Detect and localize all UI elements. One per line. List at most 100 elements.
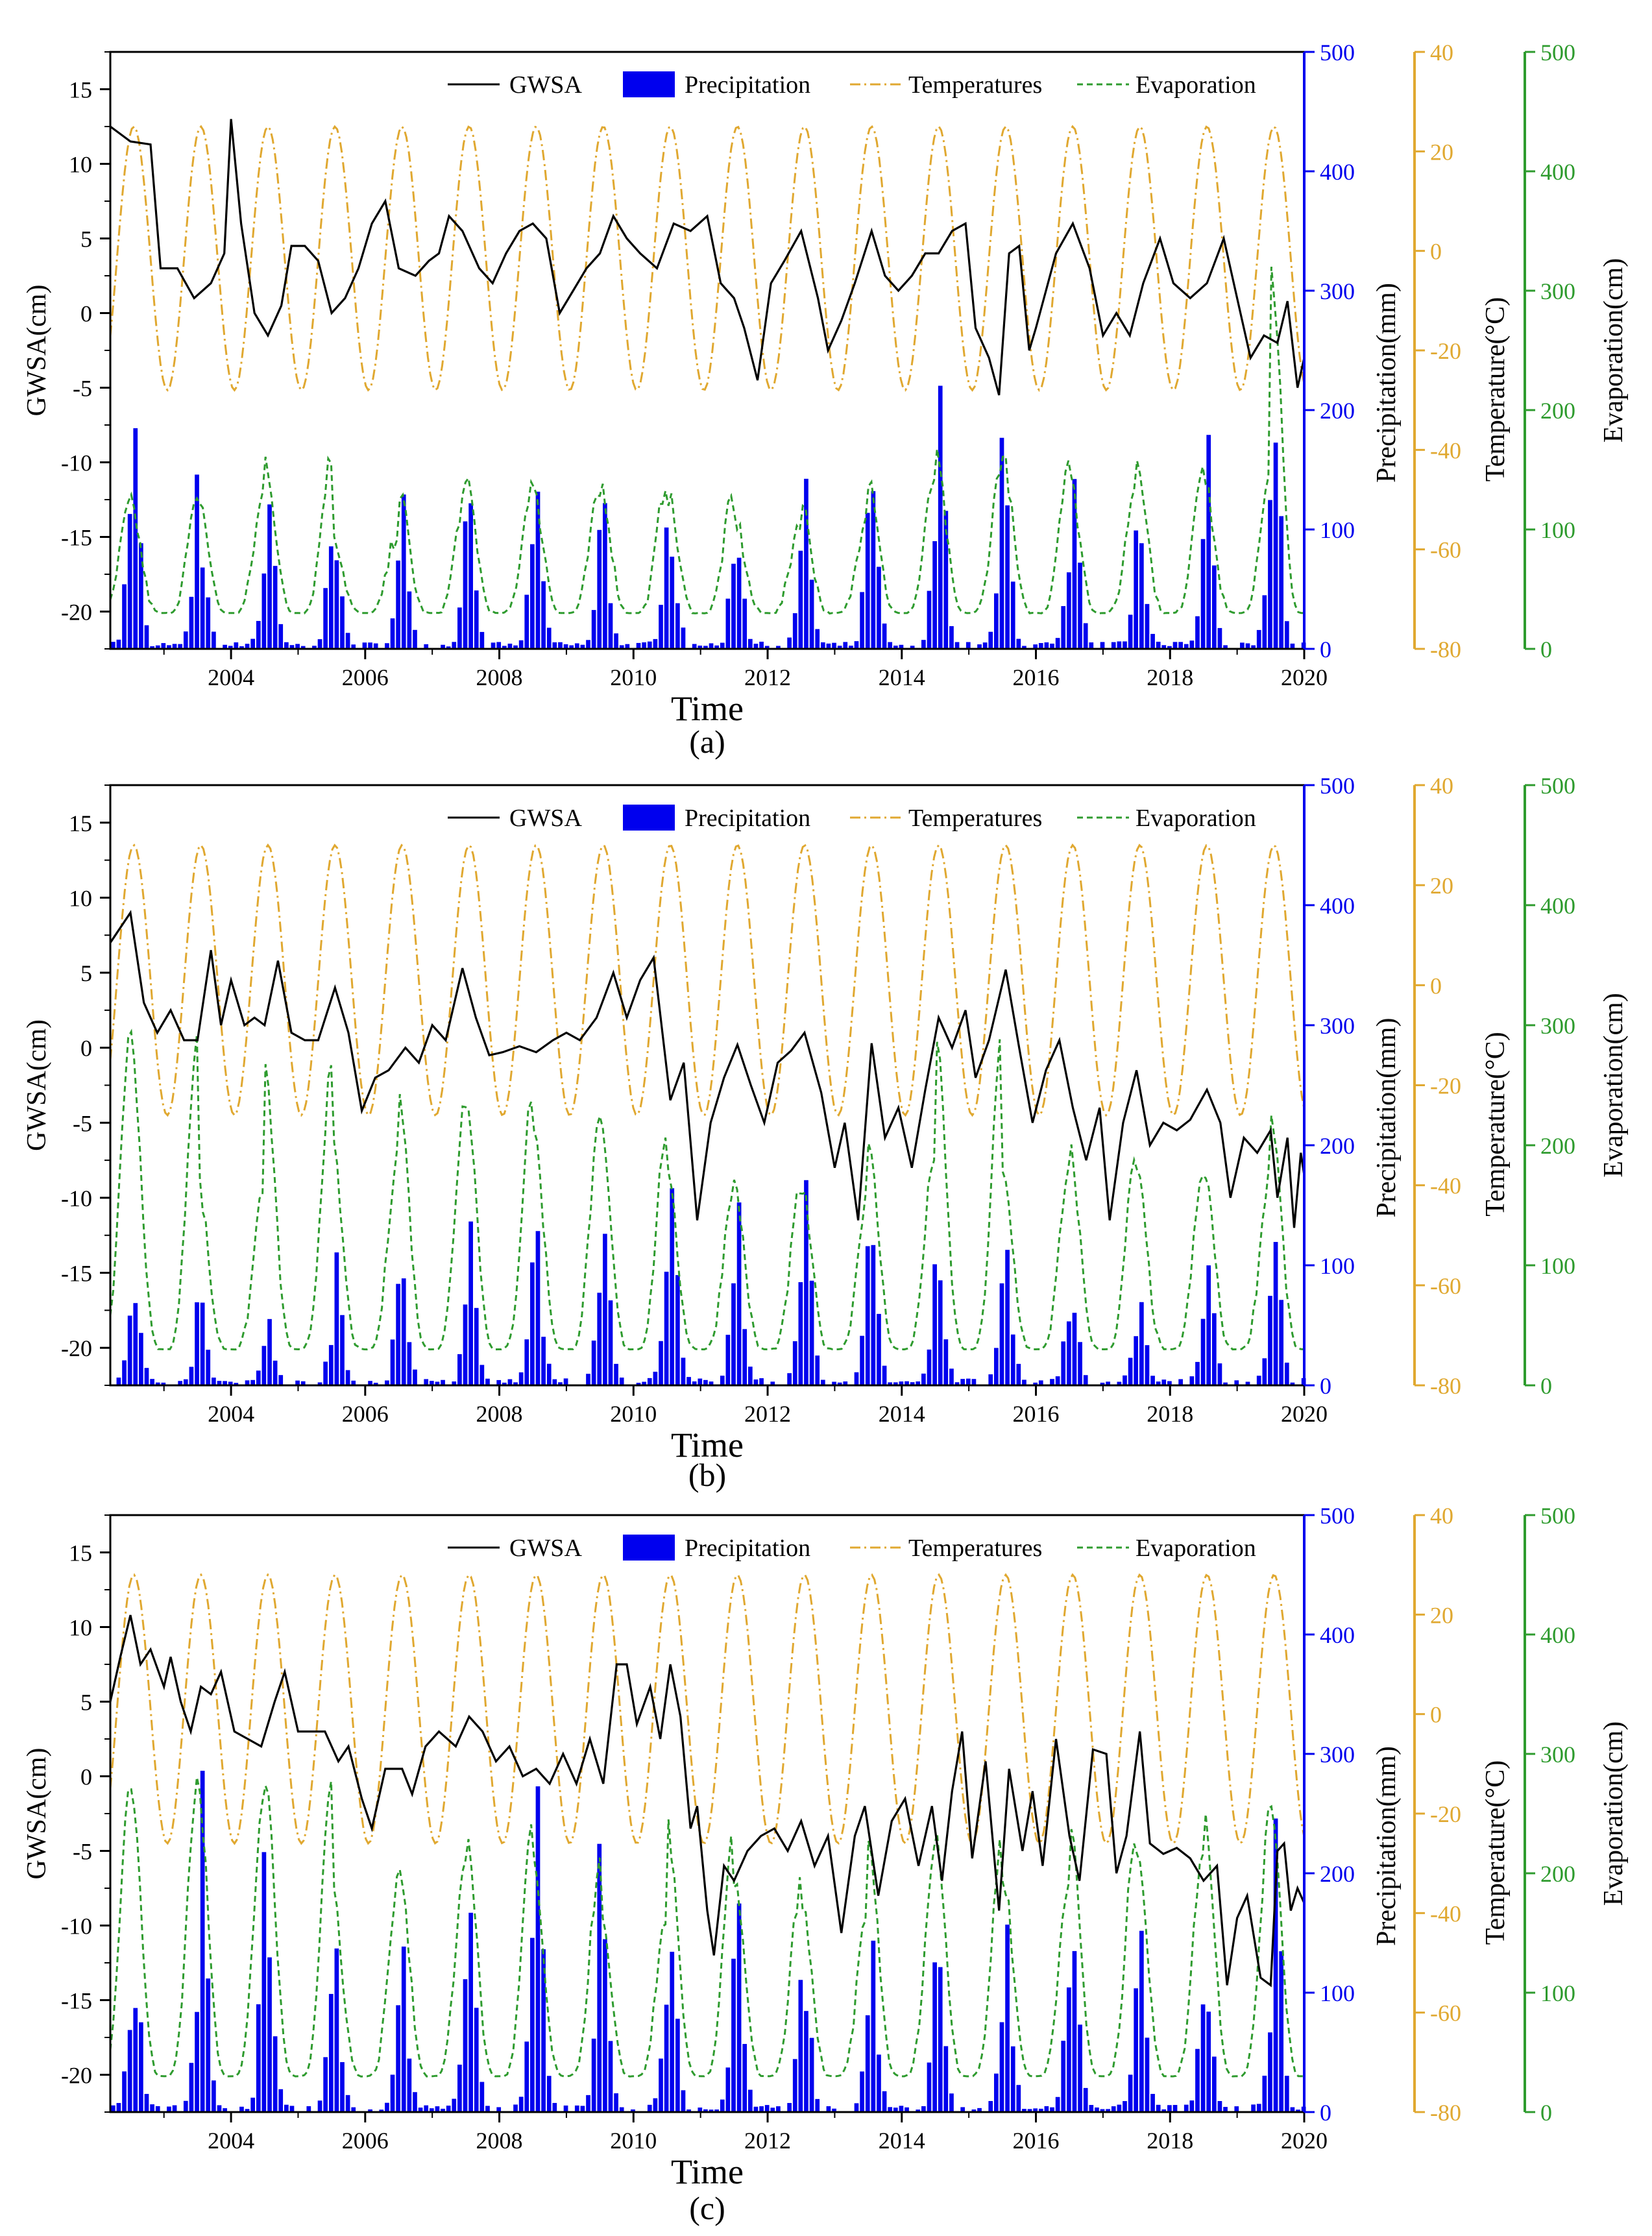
precipitation-bar (1256, 1376, 1261, 1385)
precipitation-bar (429, 2108, 434, 2112)
precipitation-bar (468, 1221, 473, 1385)
precipitation-bar (351, 1380, 356, 1385)
precipitation-bar (709, 1381, 714, 1385)
precipitation-bar (413, 1369, 417, 1385)
precipitation-bar (1050, 2107, 1054, 2112)
precipitation-bar (239, 2106, 244, 2112)
precipitation-bar (1038, 643, 1043, 649)
precipitation-bar (664, 2004, 669, 2112)
precipitation-bar (513, 1382, 518, 1385)
precipitation-bar (452, 642, 457, 649)
temp-tick-label: -60 (1430, 1273, 1461, 1299)
legend-temp-label: Temperatures (908, 805, 1042, 832)
precipitation-bar (518, 640, 524, 649)
precipitation-bar (1273, 1242, 1278, 1385)
precipitation-bar (670, 1188, 675, 1385)
precipitation-bar (792, 1341, 797, 1385)
precipitation-bar (1150, 2094, 1155, 2112)
precipitation-bar (289, 645, 295, 649)
precipitation-bar (899, 1381, 904, 1385)
precipitation-bar (747, 638, 753, 649)
precipitation-bar (1268, 2032, 1272, 2112)
precipitation-bar (999, 2022, 1004, 2112)
precipitation-bar (1195, 616, 1200, 649)
legend-precip-swatch (623, 1535, 675, 1561)
precipitation-bar (1206, 2011, 1211, 2112)
precipitation-bar (714, 645, 720, 649)
precipitation-bar (1134, 1988, 1139, 2112)
precip-tick-label: 500 (1320, 1503, 1355, 1529)
precipitation-bar (1234, 1380, 1239, 1385)
precipitation-bar (916, 1381, 921, 1385)
precipitation-bar (597, 1843, 602, 2112)
precipitation-bar (546, 1363, 552, 1385)
precipitation-bar (681, 627, 686, 649)
precipitation-bar (826, 643, 831, 649)
x-tick-label: 2006 (342, 1401, 389, 1427)
precipitation-bar (815, 2098, 820, 2112)
precipitation-bar (692, 1381, 697, 1385)
gwsa-tick-label: -10 (61, 450, 92, 476)
precipitation-bar (1161, 645, 1167, 649)
precipitation-bar (295, 1380, 300, 1385)
temperature-line (109, 1573, 1306, 1845)
precipitation-bar (1245, 643, 1250, 649)
precipitation-bar (977, 644, 982, 649)
precipitation-bar (172, 644, 177, 649)
precipitation-bar (217, 2105, 222, 2112)
precipitation-bar (993, 1348, 999, 1385)
gwsa-tick-label: 0 (80, 301, 92, 327)
precipitation-bar (261, 1346, 267, 1385)
precip-tick-label: 100 (1320, 1253, 1355, 1279)
precipitation-bar (345, 2095, 350, 2112)
precipitation-bar (1111, 2106, 1116, 2112)
precipitation-bar (854, 641, 859, 649)
temp-tick-label: 40 (1430, 1503, 1453, 1529)
precipitation-bar (877, 566, 881, 649)
precipitation-bar (546, 2076, 552, 2112)
precipitation-bar (603, 1233, 607, 1385)
precipitation-bar (507, 643, 513, 649)
precipitation-bar (457, 2064, 462, 2112)
precipitation-bar (1223, 1382, 1228, 1385)
legend-evap-label: Evaporation (1136, 1535, 1256, 1562)
precipitation-bar (798, 1980, 803, 2112)
precipitation-bar (223, 2108, 227, 2112)
precipitation-bar (619, 645, 624, 649)
gwsa-tick-label: 5 (80, 226, 92, 252)
precipitation-bar (155, 1382, 160, 1385)
precipitation-bar (418, 2108, 423, 2112)
precipitation-bar (172, 2105, 177, 2112)
precipitation-bar (441, 644, 445, 649)
precipitation-bar (563, 2105, 568, 2112)
precipitation-bar (139, 2022, 143, 2112)
precipitation-bar (659, 605, 663, 649)
precipitation-bar (1128, 614, 1133, 649)
precip-tick-label: 100 (1320, 517, 1355, 543)
precipitation-bar (396, 1283, 400, 1385)
precipitation-bar (893, 645, 898, 649)
x-tick-label: 2008 (476, 664, 523, 690)
precipitation-bar (1022, 646, 1026, 649)
precipitation-bar (1139, 1302, 1144, 1385)
precipitation-bar (1106, 1381, 1110, 1385)
precip-tick-label: 500 (1320, 40, 1355, 66)
precipitation-bar (1078, 563, 1082, 649)
precipitation-bar (747, 1367, 753, 1385)
x-axis-label: Time (671, 1426, 744, 1464)
precipitation-bar (1189, 2100, 1195, 2112)
precipitation-bar (474, 2008, 479, 2112)
precipitation-bar (133, 2008, 138, 2112)
evap-tick-label: 100 (1540, 517, 1575, 543)
precipitation-bar (720, 2099, 725, 2112)
precipitation-bar (452, 2098, 457, 2112)
temperature-line (109, 125, 1306, 392)
legend-evap-label: Evaporation (1136, 71, 1256, 99)
precipitation-bar (245, 1380, 250, 1385)
precipitation-bar (642, 642, 647, 649)
precipitation-bar (938, 1967, 943, 2112)
precipitation-bar (954, 642, 960, 649)
evap-tick-label: 200 (1540, 1133, 1575, 1159)
precipitation-bar (1117, 1381, 1122, 1385)
precipitation-bar (328, 1993, 334, 2112)
